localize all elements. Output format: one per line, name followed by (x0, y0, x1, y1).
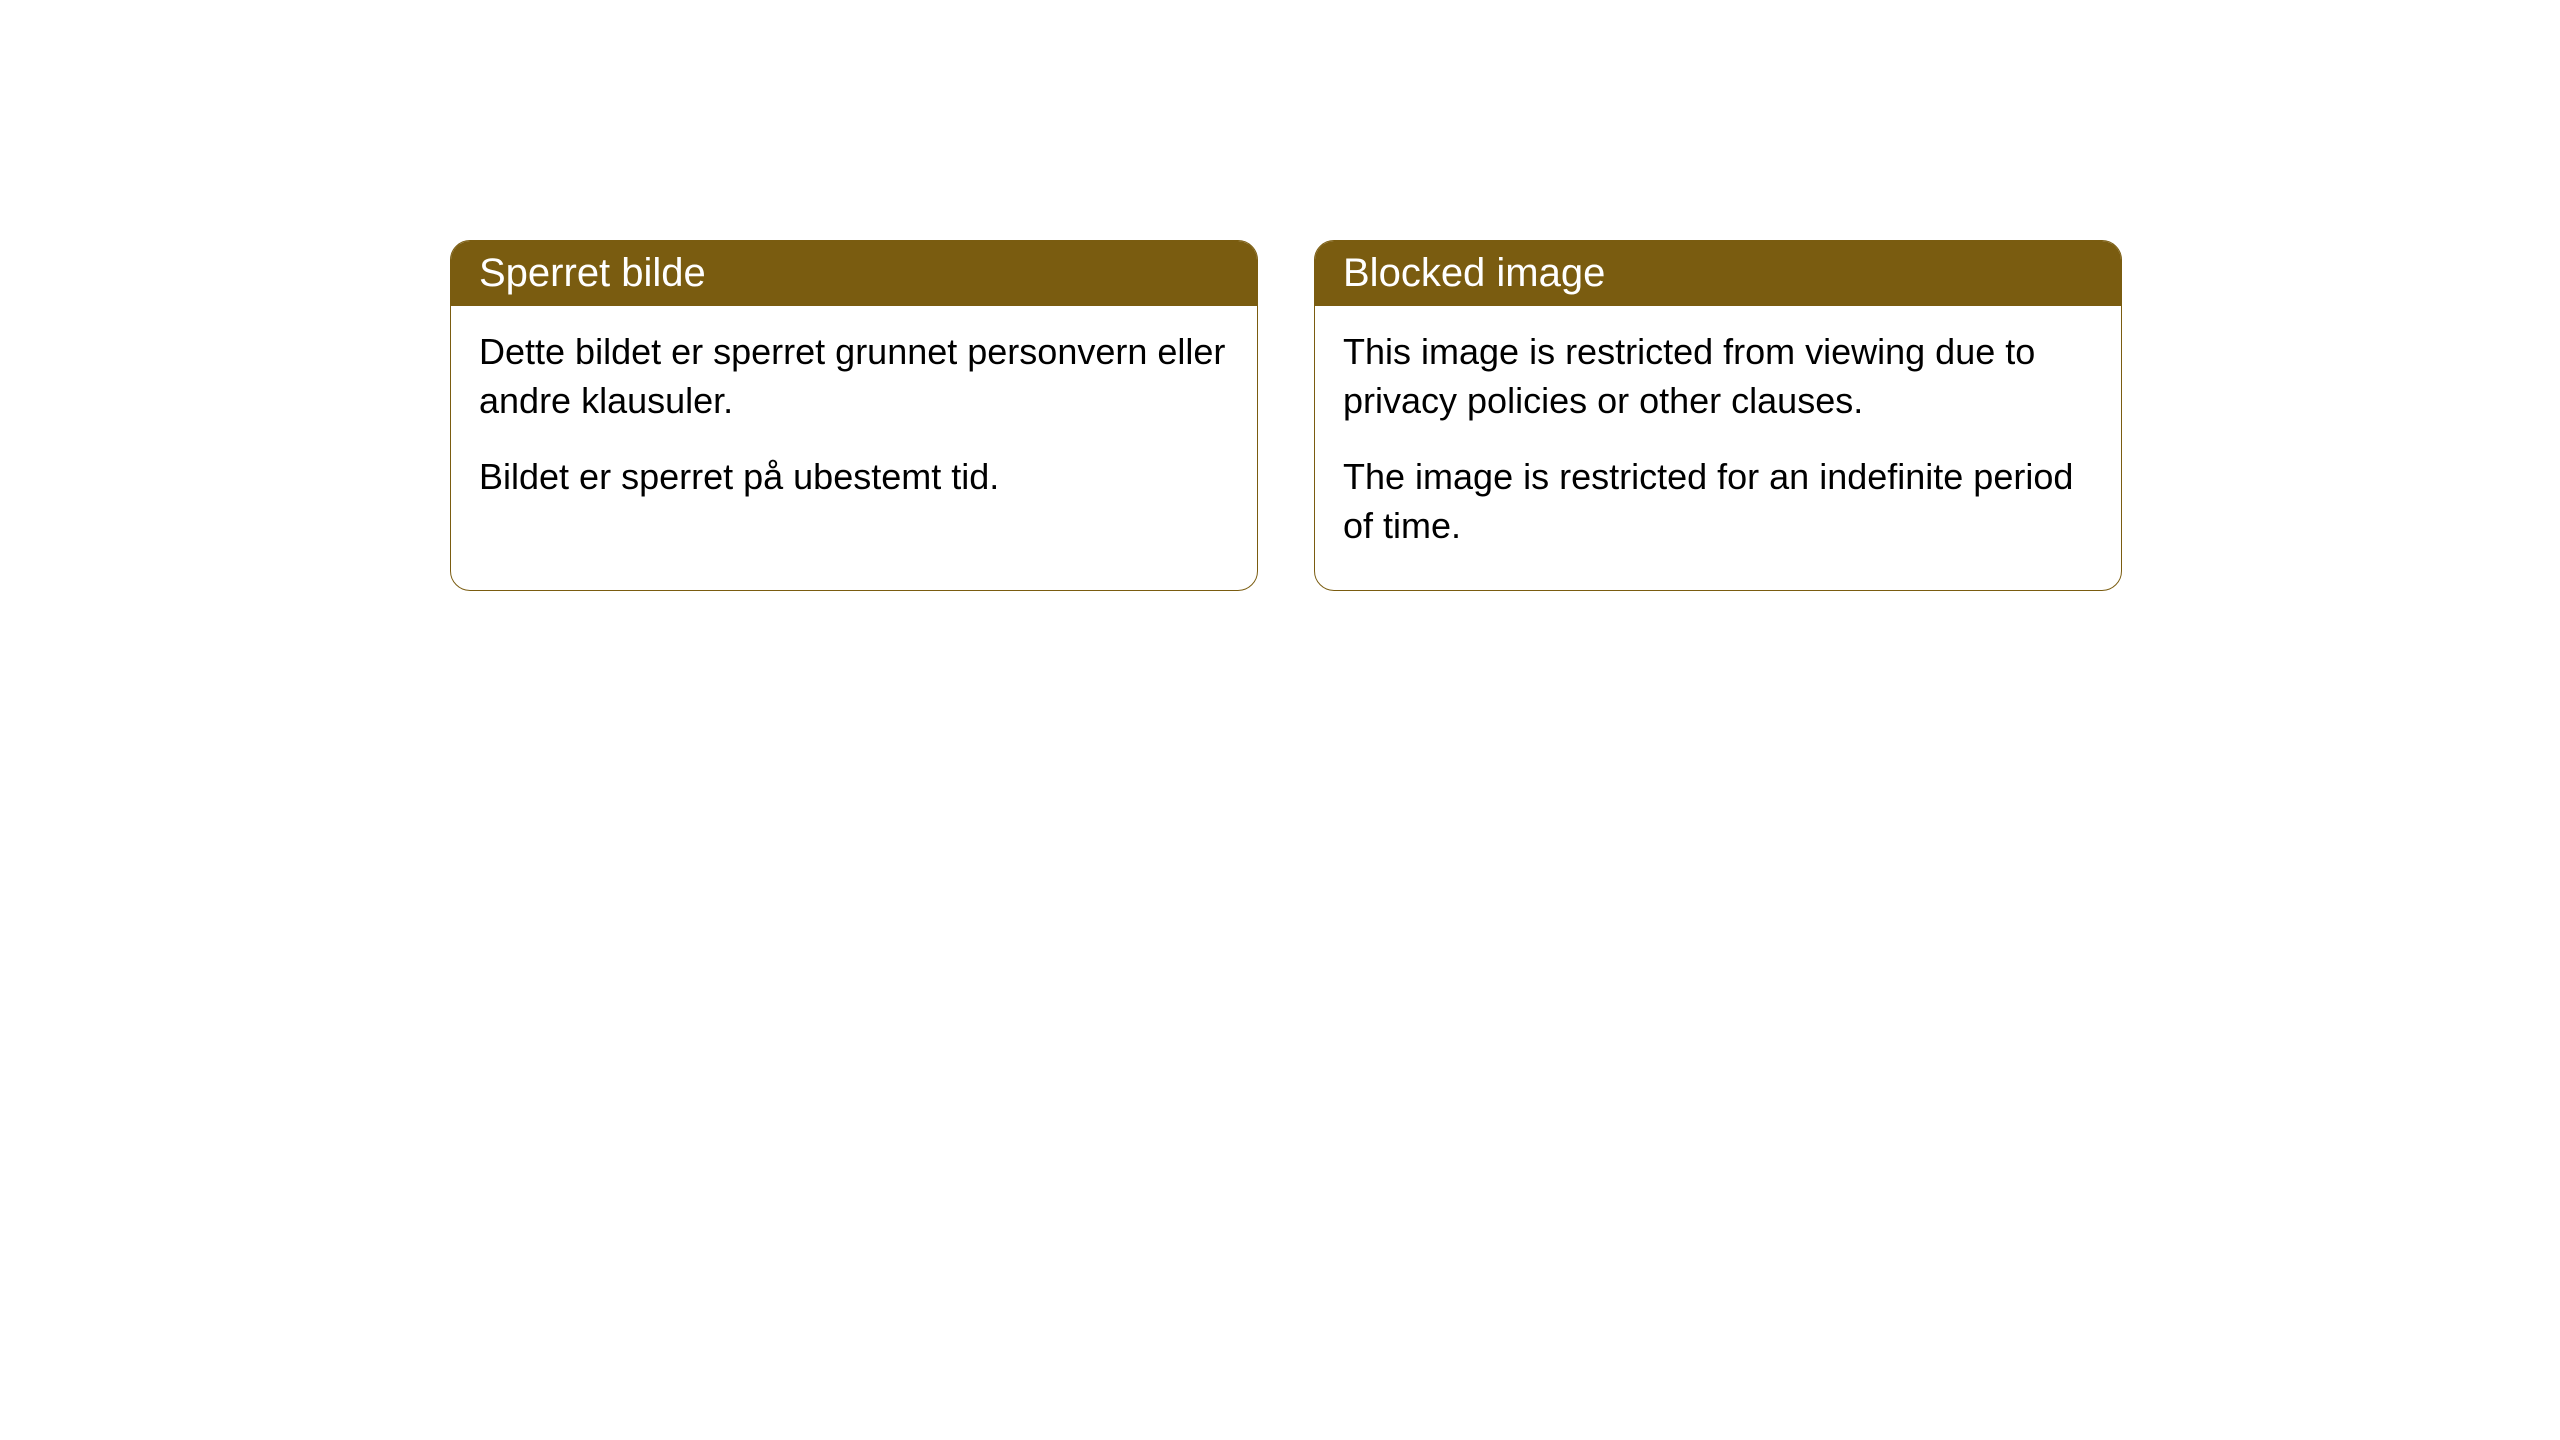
blocked-image-card-english: Blocked image This image is restricted f… (1314, 240, 2122, 591)
card-header: Sperret bilde (451, 241, 1257, 306)
card-paragraph: This image is restricted from viewing du… (1343, 328, 2093, 425)
blocked-image-card-norwegian: Sperret bilde Dette bildet er sperret gr… (450, 240, 1258, 591)
card-title: Sperret bilde (479, 251, 706, 295)
card-body: Dette bildet er sperret grunnet personve… (451, 306, 1257, 542)
card-title: Blocked image (1343, 251, 1605, 295)
card-header: Blocked image (1315, 241, 2121, 306)
card-paragraph: Bildet er sperret på ubestemt tid. (479, 453, 1229, 502)
card-paragraph: Dette bildet er sperret grunnet personve… (479, 328, 1229, 425)
card-paragraph: The image is restricted for an indefinit… (1343, 453, 2093, 550)
card-body: This image is restricted from viewing du… (1315, 306, 2121, 590)
cards-container: Sperret bilde Dette bildet er sperret gr… (450, 240, 2122, 591)
